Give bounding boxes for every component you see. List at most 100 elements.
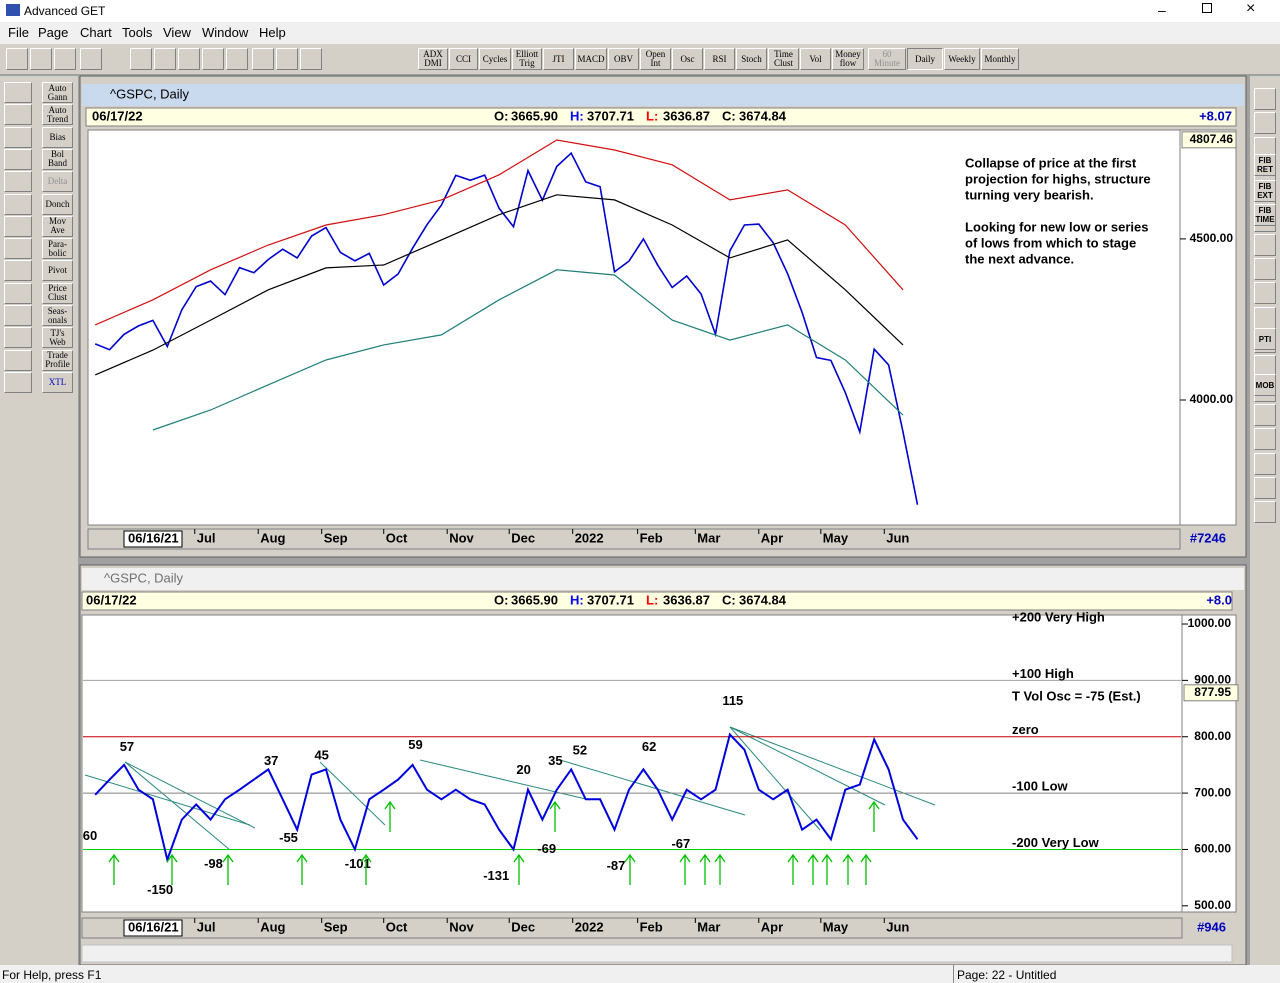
tool-icon[interactable]: [4, 215, 32, 237]
tool-icon[interactable]: [4, 126, 32, 148]
tool-icon[interactable]: [4, 305, 32, 326]
tool-button[interactable]: [252, 48, 274, 70]
menu-item[interactable]: Tools: [122, 25, 153, 40]
indicator-button[interactable]: Vol: [800, 48, 831, 70]
indicator-button[interactable]: Elliott Trig: [512, 48, 542, 70]
indicator-button[interactable]: Osc: [672, 48, 703, 70]
fib-button[interactable]: FIB TIME: [1254, 204, 1276, 226]
tool-icon[interactable]: [4, 104, 32, 126]
tool-button[interactable]: [226, 48, 248, 70]
peak-label: 59: [408, 737, 422, 752]
peak-label: 37: [264, 753, 278, 768]
peak-label: 57: [120, 739, 134, 754]
tool-button[interactable]: [300, 48, 322, 70]
indicator-button[interactable]: Cycles: [479, 48, 511, 70]
study-button[interactable]: XTL: [42, 371, 73, 393]
toolbar: ADX DMI CCI Cycles Elliott Trig JTI MACD OBV Op…: [0, 44, 1280, 74]
tool-icon[interactable]: [1254, 233, 1276, 256]
tool-icon[interactable]: [1254, 88, 1276, 110]
study-button[interactable]: Pivot: [42, 260, 73, 282]
fib-button[interactable]: MOB: [1254, 374, 1276, 396]
study-button[interactable]: Para- bolic: [42, 238, 73, 260]
y-tick-label: 1000.00: [1188, 616, 1232, 630]
indicator-button[interactable]: MACD: [575, 48, 607, 70]
tool-button[interactable]: [54, 48, 76, 70]
peak-label: 52: [573, 742, 587, 757]
period-button[interactable]: Daily: [907, 48, 943, 70]
tool-icon[interactable]: [1254, 112, 1276, 135]
tool-icon[interactable]: [4, 238, 32, 260]
fib-button[interactable]: PTI: [1254, 328, 1276, 350]
study-button[interactable]: Seas- onals: [42, 305, 73, 326]
tool-button[interactable]: [30, 48, 52, 70]
indicator-button[interactable]: ADX DMI: [418, 48, 448, 70]
study-button[interactable]: Delta: [42, 171, 73, 193]
ohlc-value: 3636.87: [663, 592, 710, 607]
cursor-date: 06/16/21: [128, 530, 179, 545]
menu-item[interactable]: File: [8, 25, 29, 40]
tool-icon[interactable]: [4, 371, 32, 393]
study-button[interactable]: Auto Gann: [42, 82, 73, 103]
chart-note: Looking for new low or series: [965, 219, 1148, 234]
tool-icon[interactable]: [4, 327, 32, 349]
tool-icon[interactable]: [4, 349, 32, 371]
menu-item[interactable]: Page: [38, 25, 69, 40]
peak-label: -131: [483, 868, 509, 883]
trend-line: [124, 761, 231, 851]
restore[interactable]: [1202, 3, 1212, 13]
indicator-button[interactable]: Money flow: [832, 48, 864, 70]
indicator-button[interactable]: CCI: [449, 48, 478, 70]
minimize[interactable]: –: [1158, 2, 1166, 18]
fib-button[interactable]: FIB EXT: [1254, 180, 1276, 202]
study-button[interactable]: Donch: [42, 193, 73, 215]
tool-icon[interactable]: [1254, 501, 1276, 524]
indicator-button[interactable]: JTI: [543, 48, 574, 70]
tool-icon[interactable]: [1254, 258, 1276, 281]
trend-line: [124, 761, 256, 829]
indicator-button[interactable]: Time Clust: [768, 48, 799, 70]
tool-button[interactable]: [130, 48, 152, 70]
tool-icon[interactable]: [1254, 403, 1276, 426]
study-button[interactable]: Price Clust: [42, 282, 73, 304]
tool-button[interactable]: [154, 48, 176, 70]
tool-button[interactable]: [178, 48, 200, 70]
level-label: -100 Low: [1012, 779, 1069, 794]
study-button[interactable]: Bol Band: [42, 148, 73, 170]
menu-bar: File Page Chart Tools View Window Help: [0, 22, 1280, 44]
menu-item[interactable]: Window: [202, 25, 249, 40]
study-button[interactable]: Mov Ave: [42, 215, 73, 237]
tool-icon[interactable]: [1254, 452, 1276, 475]
tool-icon[interactable]: [4, 193, 32, 215]
tool-button[interactable]: [202, 48, 224, 70]
tool-icon[interactable]: [4, 148, 32, 170]
tool-icon[interactable]: [1254, 476, 1276, 499]
study-button[interactable]: Auto Trend: [42, 104, 73, 126]
indicator-button[interactable]: Stoch: [736, 48, 767, 70]
study-button[interactable]: Trade Profile: [42, 349, 73, 371]
period-button[interactable]: Weekly: [944, 48, 980, 70]
menu-item[interactable]: Help: [259, 25, 286, 40]
scrollbar[interactable]: [81, 944, 1233, 963]
tool-icon[interactable]: [1254, 282, 1276, 305]
close[interactable]: ×: [1246, 0, 1256, 17]
indicator-button[interactable]: Open Int: [640, 48, 671, 70]
period-button[interactable]: 60 Minute: [868, 48, 906, 70]
x-tick-label: Jun: [886, 919, 909, 934]
study-button[interactable]: Bias: [42, 126, 73, 148]
tool-icon[interactable]: [4, 260, 32, 282]
tool-button[interactable]: [276, 48, 298, 70]
indicator-button[interactable]: RSI: [704, 48, 735, 70]
tool-button[interactable]: [6, 48, 28, 70]
peak-label: -69: [537, 841, 556, 856]
tool-button[interactable]: [80, 48, 102, 70]
period-button[interactable]: Monthly: [981, 48, 1019, 70]
menu-item[interactable]: Chart: [80, 25, 112, 40]
study-button[interactable]: TJ's Web: [42, 327, 73, 349]
tool-icon[interactable]: [4, 82, 32, 103]
indicator-button[interactable]: OBV: [608, 48, 639, 70]
menu-item[interactable]: View: [163, 25, 191, 40]
tool-icon[interactable]: [1254, 428, 1276, 451]
fib-button[interactable]: FIB RET: [1254, 154, 1276, 176]
tool-icon[interactable]: [4, 282, 32, 304]
tool-icon[interactable]: [4, 171, 32, 193]
